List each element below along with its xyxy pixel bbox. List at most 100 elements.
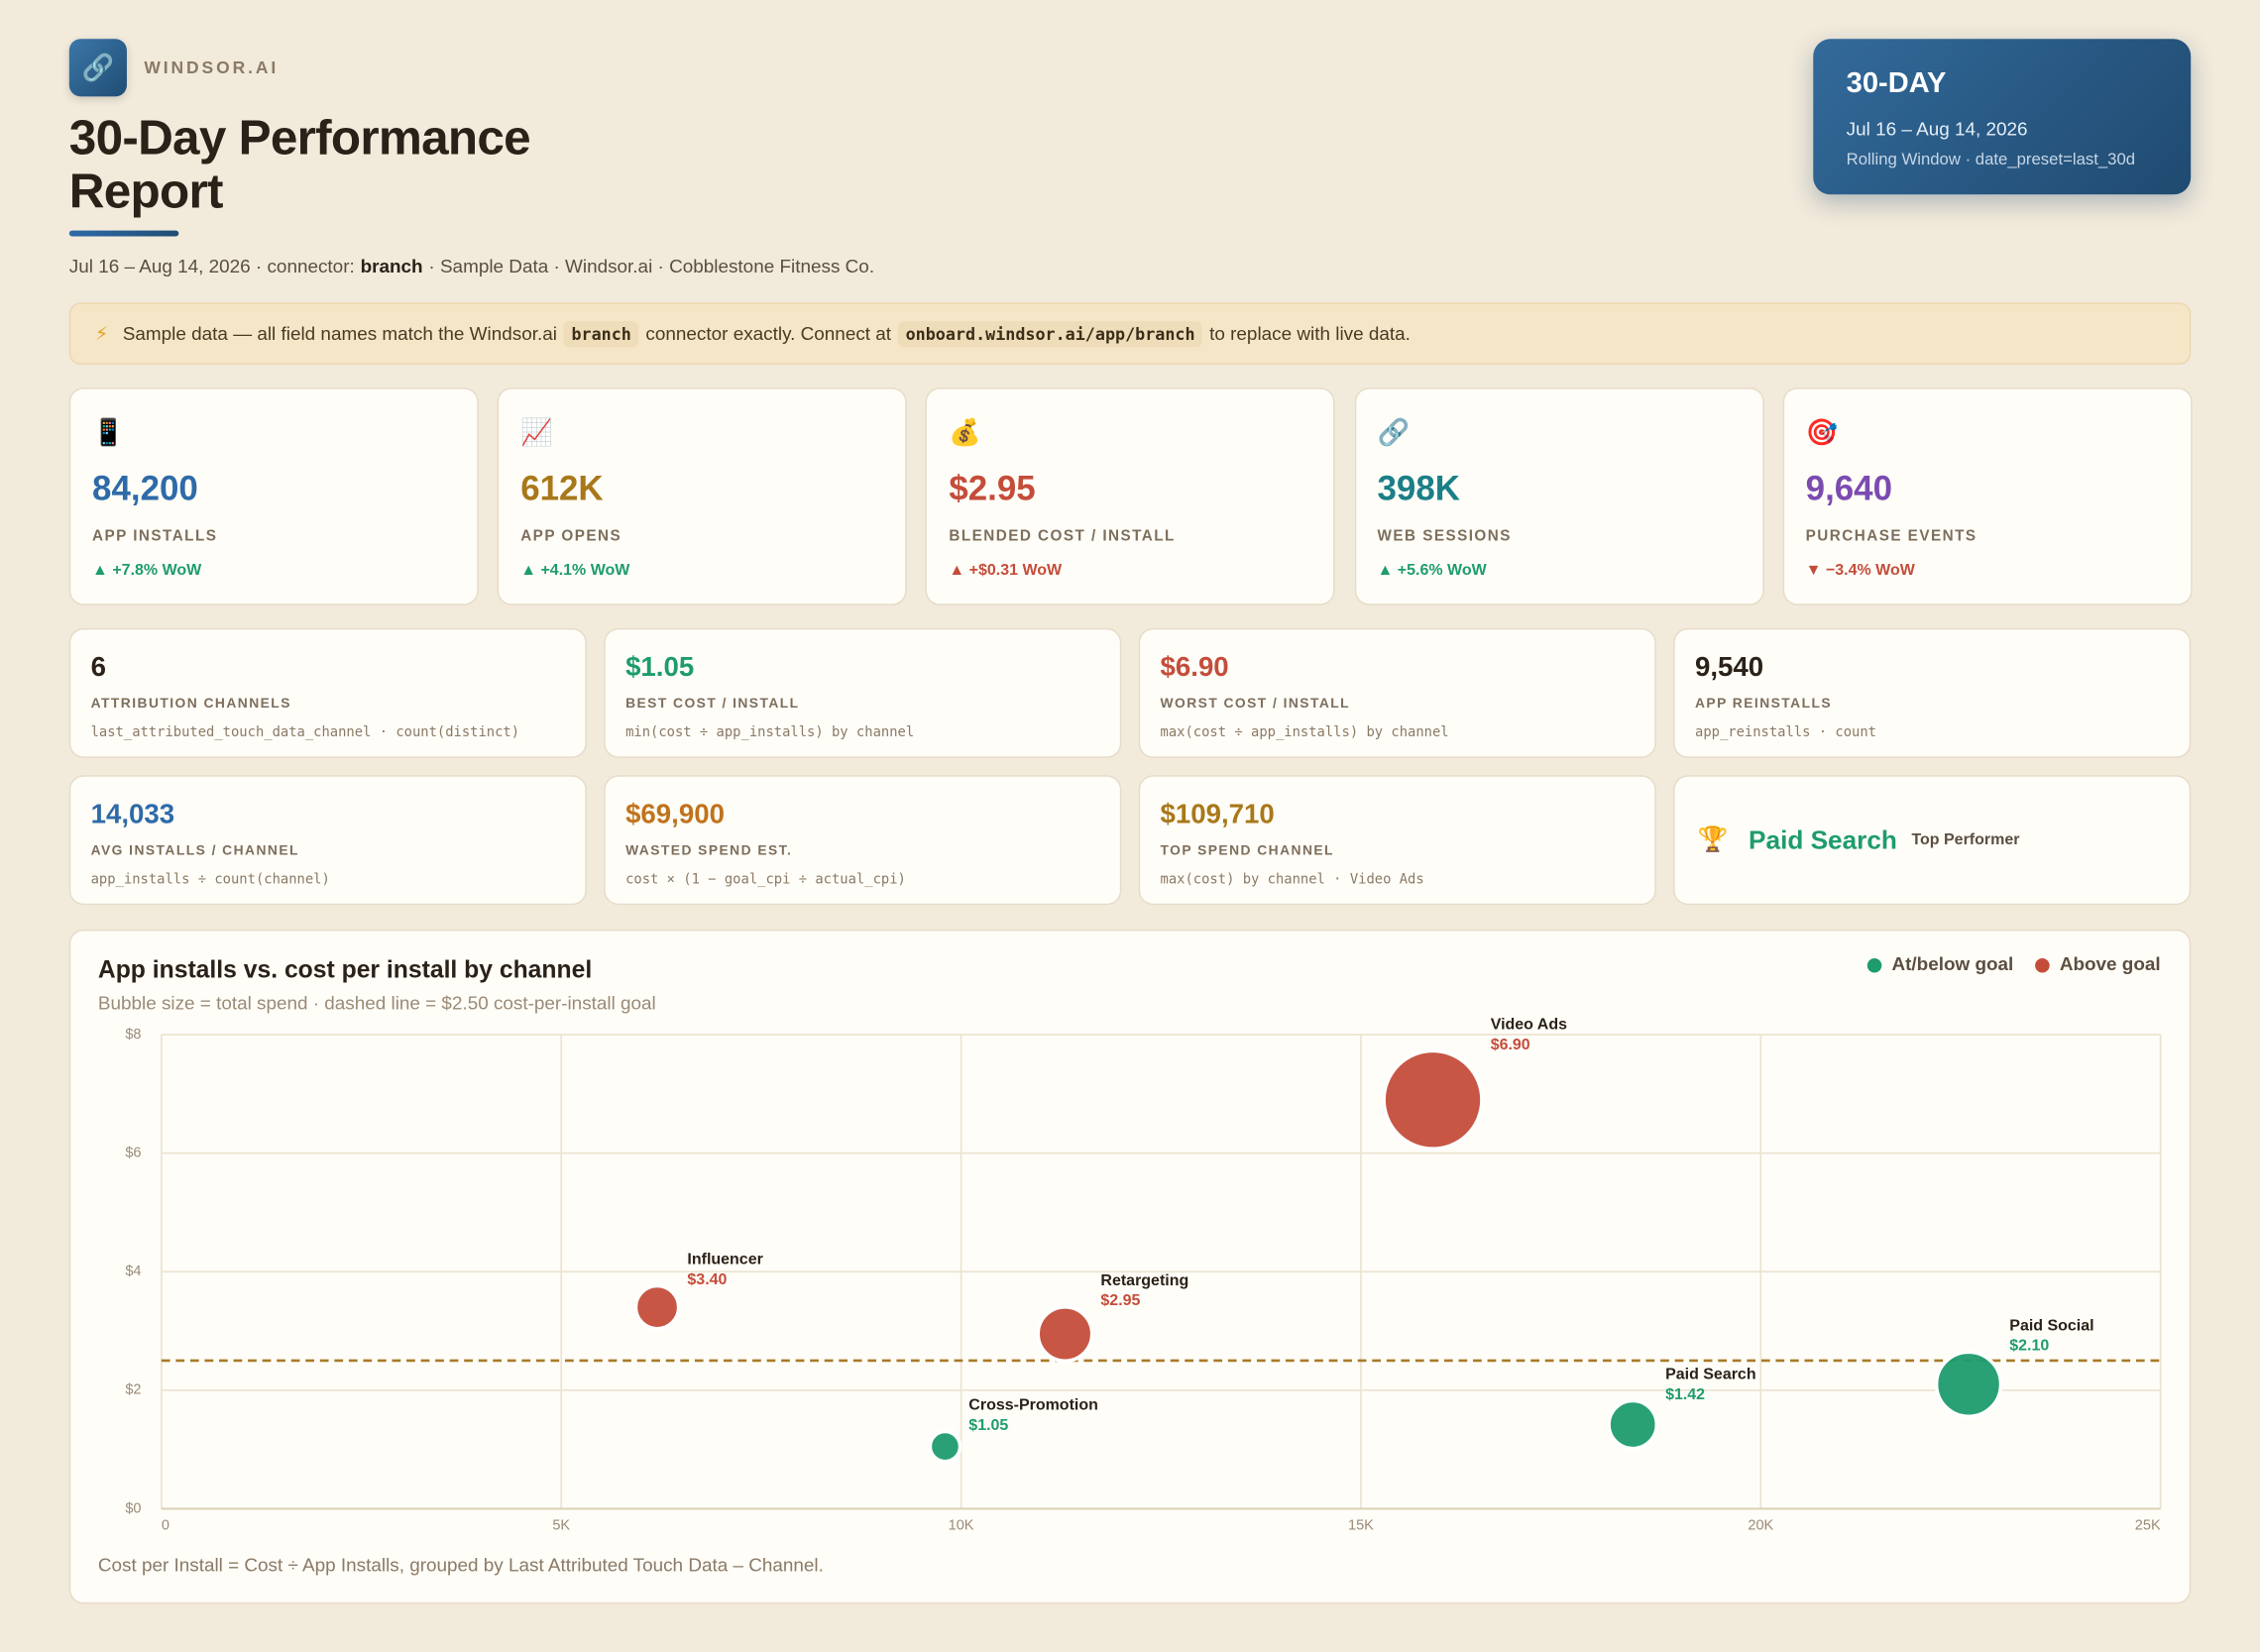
badge-dates: Jul 16 – Aug 14, 2026 [1846,118,2028,141]
bubble [928,1429,962,1464]
top-icon: 🏆 [1697,826,1729,853]
metric-label: AVG INSTALLS / CHANNEL [90,842,299,859]
title-underline [68,230,179,237]
metric-formula: max(cost) by channel · Video Ads [1160,871,1424,888]
x-tick-label: 20K [1748,1518,1773,1534]
kpi-icon: 📱 [92,417,125,447]
meta-dates: Jul 16 – Aug 14, 2026 · connector: [68,255,355,277]
metric-card: $6.90 WORST COST / INSTALL max(cost ÷ app_… [1138,627,1656,758]
metric-formula: app_installs ÷ count(channel) [90,871,330,888]
badge-note: Rolling Window · date_preset=last_30d [1846,151,2136,169]
kpi-card: 💰 $2.95 BLENDED COST / INSTALL ▲ +$0.31 WoW [926,387,1336,606]
badge-title: 30-DAY [1846,67,1947,100]
bubble-value: $3.40 [687,1271,727,1288]
metric-card: 9,540 APP REINSTALLS app_reinstalls · coun… [1673,627,2192,758]
x-tick-label: 0 [162,1518,170,1534]
kpi-label: BLENDED COST / INSTALL [949,527,1176,545]
bubble [633,1283,681,1331]
bubble [1382,1048,1484,1152]
metric-label: BEST COST / INSTALL [625,696,800,713]
top-name: Paid Search [1749,825,1897,854]
kpi-icon: 💰 [949,417,981,447]
y-tick-label: $8 [125,1027,141,1043]
notice-text: to replace with live data. [1209,322,1411,345]
metric-value: 14,033 [90,800,175,830]
y-tick-label: $0 [125,1500,141,1516]
metric-formula: cost × (1 − goal_cpi ÷ actual_cpi) [625,871,906,888]
x-tick-label: 25K [2135,1518,2161,1534]
kpi-delta: ▲ +4.1% WoW [520,562,630,580]
metric-formula: last_attributed_touch_data_channel · cou… [90,724,520,741]
chart-subtitle: Bubble size = total spend · dashed line … [98,993,656,1014]
bubble-label: Cross-Promotion [968,1397,1098,1414]
metric-formula: max(cost ÷ app_installs) by channel [1160,724,1449,741]
kpi-value: $2.95 [949,470,1036,509]
kpi-delta: ▲ +7.8% WoW [92,562,202,580]
notice-code: onboard.windsor.ai/app/branch [898,320,1202,347]
metric-label: WASTED SPEND EST. [625,842,793,859]
kpi-delta: ▼ −3.4% WoW [1805,562,1915,580]
kpi-card: 📱 84,200 APP INSTALLS ▲ +7.8% WoW [68,387,479,606]
metric-value: 9,540 [1694,652,1764,684]
kpi-value: 84,200 [92,470,198,509]
kpi-label: APP OPENS [520,527,622,545]
bubble-label: Paid Search [1665,1366,1756,1382]
notice: ⚡ Sample data — all field names match th… [68,302,2192,365]
bubble [1036,1304,1094,1364]
bubble [1607,1398,1659,1451]
metric-card: $109,710 TOP SPEND CHANNEL max(cost) by ch… [1138,775,1656,906]
y-tick-label: $2 [125,1382,141,1398]
chart-footnote: Cost per Install = Cost ÷ App Installs, … [98,1556,824,1577]
legend-swatch [1866,957,1882,973]
metric-label: WORST COST / INSTALL [1160,696,1351,713]
meta-connector: branch [360,255,423,277]
bubble-value: $2.10 [2009,1338,2049,1355]
bubble [1934,1350,2003,1419]
metric-card: 14,033 AVG INSTALLS / CHANNEL app_installs… [68,775,587,906]
kpi-card: 🔗 398K WEB SESSIONS ▲ +5.6% WoW [1354,387,1764,606]
x-tick-label: 15K [1348,1518,1374,1534]
metric-label: ATTRIBUTION CHANNELS [90,696,291,713]
kpi-delta: ▲ +5.6% WoW [1377,562,1487,580]
brand: WINDSOR.AI [144,57,280,78]
bubble-value: $6.90 [1491,1037,1530,1053]
report-meta: Jul 16 – Aug 14, 2026 · connector: branch… [69,255,874,276]
top-label: Top Performer [1911,831,2020,849]
bubble-value: $1.42 [1665,1386,1705,1403]
metric-card: $1.05 BEST COST / INSTALL min(cost ÷ app_i… [604,627,1122,758]
x-tick-label: 5K [552,1518,570,1534]
metric-label: APP REINSTALLS [1694,696,1833,713]
metric-value: $1.05 [625,652,695,684]
metric-value: $69,900 [625,800,725,830]
notice-text: Sample data — all field names match the … [122,322,557,345]
report-title: 30-Day Performance Report [68,110,531,220]
kpi-value: 612K [520,470,604,509]
meta-rest: · Sample Data · Windsor.ai · Cobblestone… [428,255,875,277]
metric-formula: min(cost ÷ app_installs) by channel [625,724,915,741]
kpi-label: APP INSTALLS [92,527,218,545]
legend-swatch [2035,957,2050,973]
top-performer-card: 🏆 Paid Search Top Performer [1673,775,2192,906]
kpi-icon: 📈 [520,417,553,447]
metric-value: $109,710 [1160,800,1275,830]
kpi-delta: ▲ +$0.31 WoW [949,562,1063,580]
metric-value: $6.90 [1160,652,1229,684]
y-tick-label: $6 [125,1145,141,1160]
kpi-card: 🎯 9,640 PURCHASE EVENTS ▼ −3.4% WoW [1782,387,2193,606]
kpi-icon: 🎯 [1805,417,1839,447]
period-badge: 30-DAY Jul 16 – Aug 14, 2026 Rolling Win… [1813,39,2192,195]
y-tick-label: $4 [125,1264,141,1279]
metric-value: 6 [90,652,106,684]
kpi-label: PURCHASE EVENTS [1805,527,1978,545]
legend-label: Above goal [2060,954,2161,975]
notice-code: branch [564,320,639,347]
chart: App installs vs. cost per install by cha… [98,954,2162,1577]
metric-card: 6 ATTRIBUTION CHANNELS last_attributed_tou… [68,627,587,758]
bubble-value: $2.95 [1100,1292,1140,1309]
x-tick-label: 10K [949,1518,974,1534]
kpi-value: 9,640 [1805,470,1893,509]
kpi-label: WEB SESSIONS [1377,527,1512,545]
kpi-icon: 🔗 [1377,417,1411,447]
